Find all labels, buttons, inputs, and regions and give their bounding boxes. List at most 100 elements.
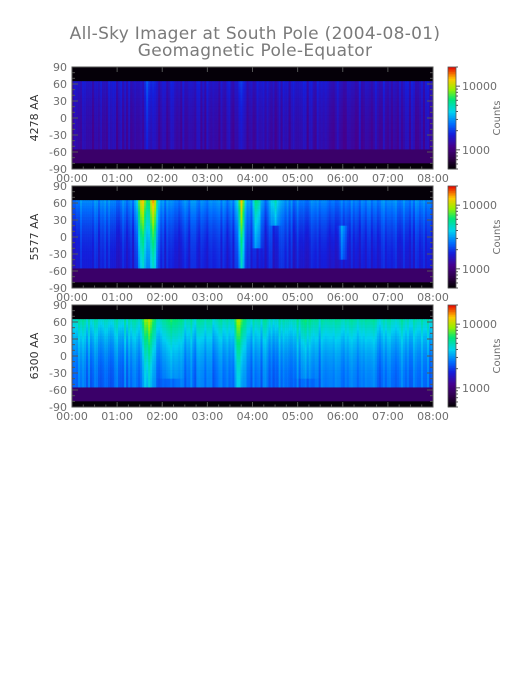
heatmap-cell: [296, 140, 299, 144]
heatmap-cell: [242, 84, 245, 88]
heatmap-cell: [408, 123, 412, 127]
heatmap-cell: [126, 146, 129, 150]
heatmap-cell: [312, 86, 315, 90]
heatmap-cell: [102, 112, 105, 116]
heatmap-cell: [372, 109, 376, 113]
heatmap-cell: [382, 98, 386, 102]
heatmap-cell: [116, 103, 119, 107]
southern-glow-band: [72, 149, 433, 164]
heatmap-cell: [284, 140, 287, 144]
heatmap-cell: [306, 146, 309, 150]
heatmap-cell: [254, 129, 257, 133]
heatmap-cell: [414, 92, 418, 96]
heatmap-cell: [104, 101, 107, 105]
heatmap-cell: [198, 137, 201, 141]
heatmap-cell: [84, 254, 87, 258]
heatmap-cell: [190, 86, 193, 90]
heatmap-cell: [74, 222, 77, 226]
heatmap-cell: [172, 98, 175, 102]
heatmap-cell: [276, 89, 279, 93]
heatmap-cell: [72, 242, 75, 246]
heatmap-cell: [80, 211, 83, 215]
heatmap-cell: [374, 120, 378, 124]
heatmap-cell: [276, 123, 279, 127]
heatmap-cell: [380, 112, 384, 116]
heatmap-cell: [122, 143, 125, 147]
heatmap-cell: [192, 86, 195, 90]
heatmap-cell: [104, 129, 107, 133]
heatmap-cell: [170, 126, 173, 130]
heatmap-cell: [314, 101, 317, 105]
heatmap-cell: [396, 84, 400, 88]
heatmap-cell: [232, 143, 235, 147]
heatmap-cell: [166, 135, 169, 139]
heatmap-cell: [400, 109, 404, 113]
heatmap-cell: [372, 118, 376, 122]
heatmap-cell: [94, 251, 97, 255]
heatmap-cell: [166, 129, 169, 133]
heatmap-cell: [402, 146, 406, 150]
heatmap-cell: [220, 135, 223, 139]
heatmap-cell: [330, 98, 334, 102]
heatmap-cell: [184, 115, 187, 119]
heatmap-cell: [378, 106, 382, 110]
heatmap-cell: [354, 118, 358, 122]
heatmap-cell: [192, 95, 195, 99]
heatmap-cell: [420, 140, 424, 144]
heatmap-cell: [252, 92, 255, 96]
heatmap-cell: [394, 103, 398, 107]
heatmap-cell: [282, 146, 285, 150]
heatmap-cell: [426, 129, 430, 133]
heatmap-cell: [310, 109, 313, 113]
heatmap-cell: [196, 132, 199, 136]
heatmap-cell: [106, 248, 109, 252]
heatmap-cell: [226, 146, 229, 150]
heatmap-cell: [90, 143, 93, 147]
heatmap-cell: [224, 84, 227, 88]
heatmap-cell: [164, 89, 167, 93]
heatmap-cell: [268, 109, 271, 113]
heatmap-cell: [176, 123, 179, 127]
heatmap-cell: [118, 135, 121, 139]
heatmap-cell: [236, 146, 239, 150]
heatmap-cell: [148, 86, 151, 90]
heatmap-cell: [146, 109, 149, 113]
heatmap-cell: [302, 92, 305, 96]
heatmap-cell: [80, 140, 83, 144]
heatmap-cell: [292, 106, 295, 110]
heatmap-cell: [72, 140, 75, 144]
heatmap-cell: [314, 132, 317, 136]
heatmap-cell: [200, 81, 203, 85]
heatmap-cell: [420, 84, 424, 88]
heatmap-cell: [246, 103, 249, 107]
heatmap-cell: [368, 115, 372, 119]
heatmap-cell: [300, 115, 303, 119]
colorbar-segment: [448, 129, 456, 132]
heatmap-cell: [334, 106, 338, 110]
heatmap-cell: [300, 123, 303, 127]
heatmap-cell: [360, 86, 364, 90]
heatmap-cell: [292, 129, 295, 133]
heatmap-cell: [86, 135, 89, 139]
heatmap-cell: [296, 103, 299, 107]
heatmap-cell: [82, 137, 85, 141]
heatmap-cell: [126, 129, 129, 133]
heatmap-cell: [80, 217, 83, 221]
heatmap-cell: [110, 106, 113, 110]
heatmap-cell: [412, 120, 416, 124]
heatmap-cell: [402, 143, 406, 147]
heatmap-cell: [278, 126, 281, 130]
heatmap-cell: [200, 109, 203, 113]
heatmap-cell: [74, 205, 77, 209]
heatmap-cell: [184, 92, 187, 96]
heatmap-cell: [356, 89, 360, 93]
heatmap-cell: [272, 143, 275, 147]
heatmap-cell: [108, 120, 111, 124]
heatmap-cell: [254, 140, 257, 144]
heatmap-cell: [94, 220, 97, 224]
heatmap-cell: [300, 112, 303, 116]
heatmap-cell: [174, 92, 177, 96]
heatmap-cell: [208, 146, 211, 150]
heatmap-cell: [74, 115, 77, 119]
heatmap-cell: [100, 222, 103, 226]
